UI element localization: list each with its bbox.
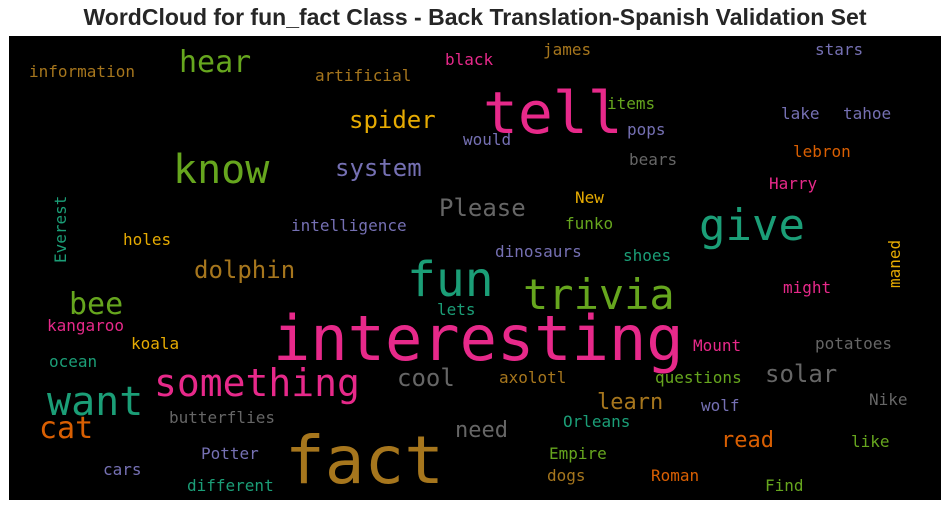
word-artificial: artificial: [315, 66, 412, 85]
word-lebron: lebron: [793, 142, 851, 161]
word-learn: learn: [597, 390, 664, 415]
word-fact: fact: [285, 422, 444, 499]
word-items: items: [607, 94, 656, 113]
word-wolf: wolf: [701, 396, 740, 415]
word-cars: cars: [103, 460, 142, 479]
word-need: need: [455, 418, 508, 443]
word-harry: Harry: [769, 174, 818, 193]
word-tahoe: tahoe: [843, 104, 892, 123]
word-information: information: [29, 62, 135, 81]
word-fun: fun: [407, 252, 494, 308]
word-please: Please: [439, 194, 526, 222]
word-roman: Roman: [651, 466, 700, 485]
word-shoes: shoes: [623, 246, 672, 265]
word-koala: koala: [131, 334, 180, 353]
word-give: give: [699, 200, 805, 251]
word-intelligence: intelligence: [291, 216, 407, 235]
word-dolphin: dolphin: [194, 256, 296, 284]
word-holes: holes: [123, 230, 172, 249]
word-dogs: dogs: [547, 466, 586, 485]
chart-title: WordCloud for fun_fact Class - Back Tran…: [83, 4, 867, 30]
word-everest: Everest: [51, 195, 70, 263]
word-ocean: ocean: [49, 352, 98, 371]
word-solar: solar: [765, 360, 838, 388]
word-cat: cat: [39, 411, 94, 446]
word-black: black: [445, 50, 494, 69]
word-like: like: [851, 432, 890, 451]
word-might: might: [783, 278, 832, 297]
word-funko: funko: [565, 214, 614, 233]
word-potatoes: potatoes: [815, 334, 893, 353]
word-system: system: [335, 154, 422, 182]
word-bee: bee: [69, 287, 124, 322]
word-read: read: [721, 428, 774, 453]
word-cloud: fact interesting tell fun something know…: [9, 36, 941, 500]
word-mount: Mount: [693, 336, 742, 355]
word-spider: spider: [349, 106, 436, 134]
word-orleans: Orleans: [563, 412, 631, 431]
word-want: want: [47, 379, 144, 425]
word-potter: Potter: [201, 444, 259, 463]
word-kangaroo: kangaroo: [47, 316, 125, 335]
word-find: Find: [765, 476, 804, 495]
word-questions: questions: [655, 368, 742, 387]
word-cool: cool: [397, 364, 455, 392]
word-nike: Nike: [869, 390, 908, 409]
word-lake: lake: [781, 104, 820, 123]
word-different: different: [187, 476, 274, 495]
word-butterflies: butterflies: [169, 408, 275, 427]
word-new: New: [575, 188, 604, 207]
word-pops: pops: [627, 120, 666, 139]
word-stars: stars: [815, 40, 864, 59]
word-maned: maned: [885, 239, 904, 288]
word-interesting: interesting: [273, 302, 684, 375]
word-dinosaurs: dinosaurs: [495, 242, 582, 261]
word-lets: lets: [437, 300, 476, 319]
word-tell: tell: [483, 79, 623, 147]
word-trivia: trivia: [523, 270, 675, 319]
word-know: know: [173, 147, 270, 193]
word-axolotl: axolotl: [499, 368, 567, 387]
word-james: james: [543, 40, 592, 59]
word-would: would: [463, 130, 512, 149]
word-empire: Empire: [549, 444, 607, 463]
word-bears: bears: [629, 150, 678, 169]
word-something: something: [154, 361, 360, 405]
word-hear: hear: [179, 45, 252, 80]
